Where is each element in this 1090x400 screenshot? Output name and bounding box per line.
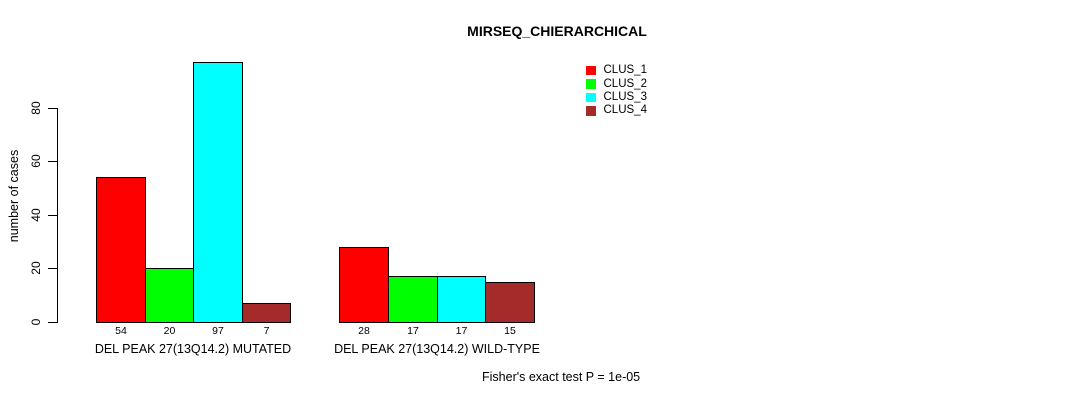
bar-clus_2-group2 [388,276,438,323]
y-axis-tick-label: 60 [29,154,43,168]
bar-clus_4-group2 [485,282,535,323]
bar-value-label: 7 [263,325,270,337]
bar-clus_3-group2 [437,276,486,323]
bar-clus_1-group1 [96,177,146,323]
chart-title: MIRSEQ_CHIERARCHICAL [467,23,647,39]
legend-label: CLUS_2 [603,77,647,90]
bar-value-label: 17 [455,325,468,337]
legend-item: CLUS_1 [586,64,647,77]
legend: CLUS_1 CLUS_2 CLUS_3 CLUS_4 [586,64,647,118]
legend-item: CLUS_2 [586,77,647,90]
bar-value-label: 17 [407,325,419,337]
legend-swatch-clus_2 [586,79,596,89]
y-axis-tick [48,161,57,162]
bar-clus_3-group1 [193,62,243,323]
legend-item: CLUS_4 [586,104,647,117]
legend-swatch-clus_1 [586,65,596,76]
bar-clus_4-group1 [242,303,291,323]
bar-value-label: 97 [212,325,224,337]
bar-value-label: 54 [115,325,127,337]
y-axis-tick-label: 80 [29,101,43,115]
legend-label: CLUS_3 [603,90,647,103]
fisher-test-annotation: Fisher's exact test P = 1e-05 [482,370,641,384]
y-axis-line [57,107,58,323]
group-label: DEL PEAK 27(13Q14.2) WILD-TYPE [334,342,540,356]
legend-swatch-clus_4 [586,106,596,116]
bar-value-label: 15 [504,325,516,337]
y-axis-tick-label: 20 [29,261,43,275]
legend-label: CLUS_4 [603,104,647,117]
legend-swatch-clus_3 [586,92,596,103]
y-axis-tick [48,215,57,216]
legend-item: CLUS_3 [586,91,647,104]
group-label: DEL PEAK 27(13Q14.2) MUTATED [94,342,292,356]
y-axis-tick [48,322,57,323]
y-axis-tick-label: 0 [29,318,43,326]
y-axis-tick-label: 40 [29,208,43,222]
legend-label: CLUS_1 [603,64,647,77]
y-axis-label: number of cases [7,149,21,243]
bar-value-label: 28 [358,325,370,337]
bar-clus_2-group1 [145,268,194,323]
bar-clus_1-group2 [339,247,389,323]
bar-value-label: 20 [163,325,176,337]
y-axis-tick [48,108,57,109]
y-axis-tick [48,268,57,269]
